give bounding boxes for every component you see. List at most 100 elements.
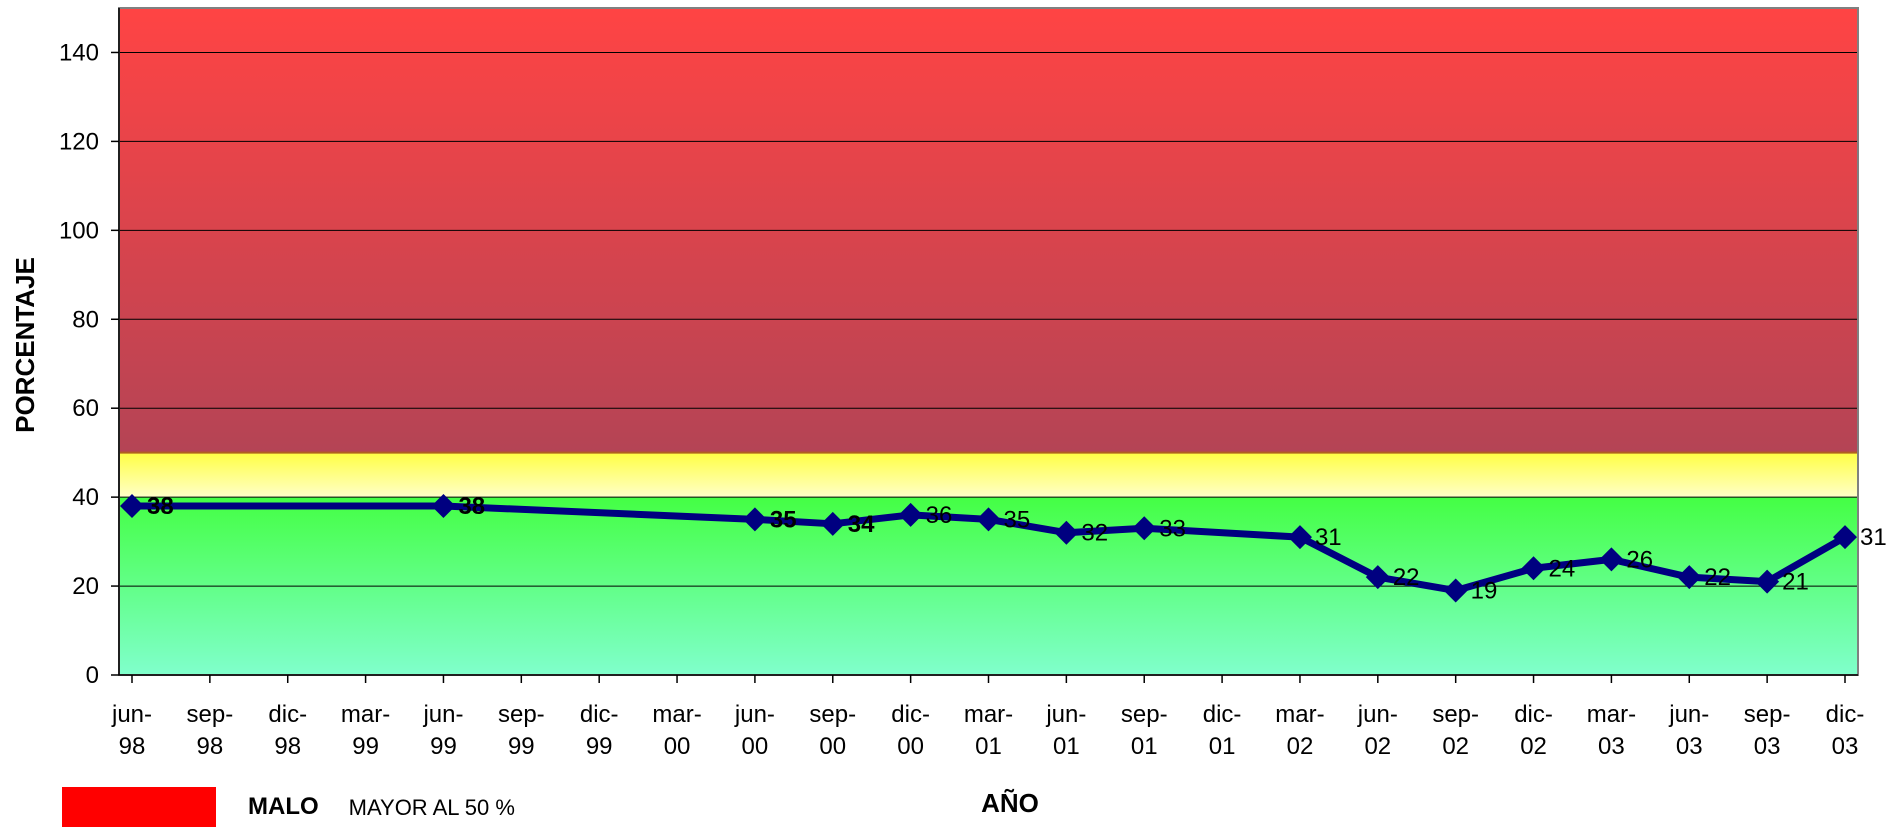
y-tick-label: 20: [72, 573, 99, 600]
x-tick-label-line2: 00: [742, 733, 769, 760]
x-axis-title: AÑO: [981, 788, 1039, 815]
data-label: 19: [1471, 578, 1498, 605]
x-tick-label-line1: jun-: [111, 701, 152, 728]
y-axis-title: PORCENTAJE: [10, 257, 40, 433]
data-label: 33: [1159, 515, 1186, 542]
data-point-marker: [1054, 520, 1079, 545]
data-label: 34: [848, 511, 875, 538]
x-tick-label-line2: 01: [1131, 733, 1158, 760]
x-tick-label-line2: 99: [430, 733, 457, 760]
x-tick-labels: jun- 98 sep- 98 dic- 98 mar- 99 jun- 99 sep- 99 dic-…: [111, 701, 1864, 760]
x-tick-label-line2: 03: [1754, 733, 1781, 760]
x-tick-label-line1: sep-: [1121, 701, 1168, 728]
x-tick-label-line2: 99: [352, 733, 379, 760]
data-point-marker: [1677, 565, 1702, 590]
x-tick-label-line1: dic-: [1514, 701, 1553, 728]
x-tick-label-line1: dic-: [580, 701, 619, 728]
x-tick-label-line2: 98: [197, 733, 224, 760]
x-tick-label-line2: 98: [119, 733, 146, 760]
x-tick-label-line2: 02: [1442, 733, 1469, 760]
data-point-marker: [820, 511, 845, 536]
x-tick-label-line2: 00: [819, 733, 846, 760]
x-tick-label-line1: mar-: [1275, 701, 1324, 728]
data-label: 38: [458, 493, 485, 520]
data-point-marker: [898, 502, 923, 527]
data-label: 22: [1704, 564, 1731, 591]
data-label: 26: [1626, 546, 1653, 573]
y-tick-label: 60: [72, 395, 99, 422]
data-label: 35: [770, 506, 797, 533]
data-point-marker: [1443, 578, 1468, 603]
data-label: 31: [1315, 524, 1342, 551]
x-tick-label-line2: 01: [975, 733, 1002, 760]
x-tick-label-line2: 01: [1053, 733, 1080, 760]
x-tick-label-line2: 01: [1209, 733, 1236, 760]
x-tick-label-line2: 02: [1364, 733, 1391, 760]
data-label: 31: [1860, 524, 1887, 551]
x-tick-label-line1: sep-: [1432, 701, 1479, 728]
x-tick-label-line1: jun-: [734, 701, 775, 728]
x-tick-label-line2: 03: [1832, 733, 1859, 760]
x-tick-label-line1: dic-: [268, 701, 307, 728]
x-tick-label-line2: 00: [664, 733, 691, 760]
y-tick-label: 80: [72, 306, 99, 333]
band-1: [119, 452, 1858, 498]
x-tick-label-line2: 99: [508, 733, 535, 760]
data-label: 38: [147, 493, 174, 520]
x-tick-label-line1: sep-: [809, 701, 856, 728]
series-line: [120, 494, 1857, 603]
x-tick-label-line1: sep-: [498, 701, 545, 728]
y-tick-label: 0: [86, 662, 99, 689]
x-tick-label-line1: dic-: [891, 701, 930, 728]
x-tick-label-line1: mar-: [1587, 701, 1636, 728]
x-tick-label-line1: sep-: [1744, 701, 1791, 728]
y-tick-label: 100: [59, 217, 99, 244]
y-tick-label: 140: [59, 39, 99, 66]
data-point-marker: [1599, 547, 1624, 572]
x-tick-label-line1: dic-: [1203, 701, 1242, 728]
data-label: 22: [1393, 564, 1420, 591]
data-label: 32: [1081, 520, 1108, 547]
x-tick-label-line1: sep-: [187, 701, 234, 728]
data-point-marker: [742, 507, 767, 532]
data-point-marker: [1521, 556, 1546, 581]
legend-name-malo: MALO: [248, 793, 319, 820]
x-tick-label-line1: jun-: [1668, 701, 1709, 728]
x-tick-label-line1: mar-: [964, 701, 1013, 728]
data-point-marker: [976, 507, 1001, 532]
data-labels: 38 38 35 34 36 35 32 33 31 22 19 24 26 22 21 31: [147, 493, 1887, 604]
x-tick-label-line2: 00: [897, 733, 924, 760]
series-line-0: [132, 502, 1847, 595]
gridlines: [119, 51, 1858, 587]
x-tick-label-line2: 03: [1598, 733, 1625, 760]
x-tick-label-line2: 98: [274, 733, 301, 760]
data-label: 35: [1004, 506, 1031, 533]
data-label: 21: [1782, 569, 1809, 596]
x-tick-label-line2: 02: [1520, 733, 1547, 760]
legend: MALO MAYOR AL 50 %: [62, 787, 515, 827]
axes: [111, 8, 1858, 683]
x-tick-label-line2: 99: [586, 733, 613, 760]
data-point-marker: [1132, 516, 1157, 541]
data-point-marker: [1755, 569, 1780, 594]
x-tick-label-line2: 03: [1676, 733, 1703, 760]
data-point-marker: [1365, 565, 1390, 590]
legend-swatch-malo: [62, 787, 216, 827]
x-tick-label-line1: jun-: [422, 701, 463, 728]
x-tick-label-line1: mar-: [652, 701, 701, 728]
data-point-marker: [1287, 525, 1312, 550]
x-tick-label-line1: mar-: [341, 701, 390, 728]
data-point-marker: [1833, 525, 1857, 550]
data-label: 24: [1549, 555, 1576, 582]
x-tick-label-line1: jun-: [1045, 701, 1086, 728]
x-tick-label-line2: 02: [1287, 733, 1314, 760]
data-point-marker: [120, 494, 144, 519]
x-tick-label-line1: dic-: [1826, 701, 1865, 728]
data-point-marker: [431, 494, 456, 519]
y-tick-label: 120: [59, 128, 99, 155]
y-tick-label: 40: [72, 484, 99, 511]
data-label: 36: [926, 502, 953, 529]
quality-bands: [119, 8, 1858, 675]
y-tick-labels: 0 20 40 60 80 100 120 140: [59, 39, 99, 689]
